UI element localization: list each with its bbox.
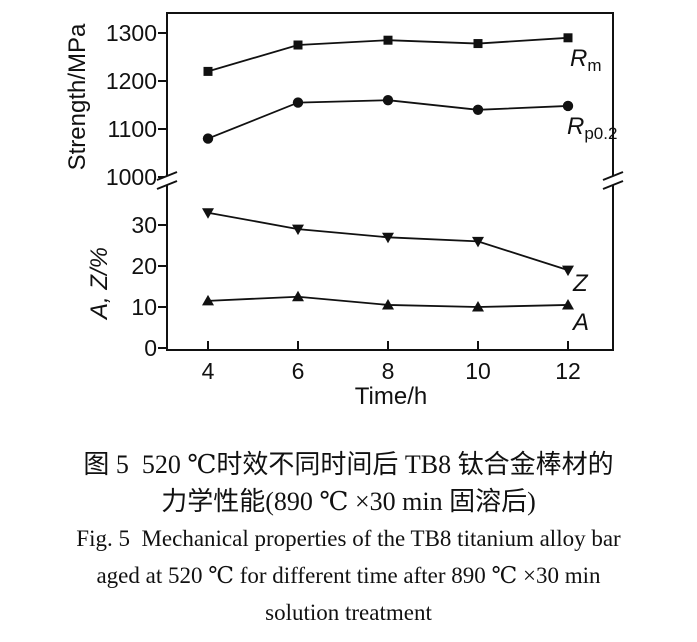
x-tick-label-10: 10 xyxy=(465,358,491,384)
marker-Z-12h xyxy=(562,265,574,277)
marker-Rm-10h xyxy=(473,39,483,49)
figure-caption: 图 5 520 ℃时效不同时间后 TB8 钛合金棒材的 力学性能(890 ℃ ×… xyxy=(0,446,697,631)
marker-Z-6h xyxy=(292,224,304,236)
x-tick-label-4: 4 xyxy=(202,358,215,384)
series-label-A: A xyxy=(571,309,589,336)
marker-Rp0.2-4h xyxy=(202,133,214,144)
series-label-Rp0.2: Rp0.2 xyxy=(567,113,617,143)
marker-A-12h xyxy=(562,298,574,310)
y-axis-label-percent: A, Z/% xyxy=(86,247,113,321)
caption-zh-line1: 图 5 520 ℃时效不同时间后 TB8 钛合金棒材的 xyxy=(83,450,614,479)
series-label-Z: Z xyxy=(572,270,589,297)
series-line-Rp0.2 xyxy=(207,99,569,140)
y-tick-label-percent-10: 10 xyxy=(131,294,157,320)
y-tick-label-strength-1000: 1000 xyxy=(106,164,157,190)
marker-Z-4h xyxy=(202,208,214,219)
marker-Z-10h xyxy=(472,236,484,248)
marker-Rp0.2-8h xyxy=(382,95,394,106)
marker-Rm-8h xyxy=(383,35,393,45)
right-axis-break-icon xyxy=(602,171,624,190)
marker-Rp0.2-12h xyxy=(562,100,574,112)
caption-en-line3: solution treatment xyxy=(265,600,432,625)
marker-Rm-4h xyxy=(203,66,213,76)
marker-A-6h xyxy=(292,290,304,302)
caption-en-line1: Fig. 5 Mechanical properties of the TB8 … xyxy=(76,526,621,551)
y-tick-label-percent-30: 30 xyxy=(131,212,157,238)
y-tick-label-strength-1100: 1100 xyxy=(108,116,157,142)
marker-Z-8h xyxy=(382,232,394,244)
y-axis-label-strength: Strength/MPa xyxy=(64,23,91,170)
y-tick-label-strength-1200: 1200 xyxy=(106,68,157,94)
plot-area: 1000 1100 1200 1300 0 10 20 30 4 6 8 10 12 Rm Rp0.2 ZA xyxy=(106,20,618,384)
series-label-Rm: Rm xyxy=(570,45,602,75)
marker-Rm-6h xyxy=(293,40,303,50)
y-tick-label-percent-20: 20 xyxy=(131,253,157,279)
caption-en-line2: aged at 520 ℃ for different time after 8… xyxy=(96,563,601,588)
marker-A-10h xyxy=(472,301,484,312)
x-tick-label-8: 8 xyxy=(382,358,395,384)
marker-Rm-12h xyxy=(563,33,573,43)
marker-Rp0.2-6h xyxy=(292,97,304,108)
caption-zh-line2: 力学性能(890 ℃ ×30 min 固溶后) xyxy=(161,487,536,516)
left-axis-break-icon xyxy=(156,171,178,190)
x-tick-label-12: 12 xyxy=(555,358,581,384)
y-tick-label-percent-0: 0 xyxy=(144,335,157,361)
marker-A-4h xyxy=(202,294,214,306)
marker-Rp0.2-10h xyxy=(472,104,484,116)
x-axis-label: Time/h xyxy=(355,383,427,410)
marker-A-8h xyxy=(382,298,394,310)
x-tick-label-6: 6 xyxy=(292,358,305,384)
y-tick-label-strength-1300: 1300 xyxy=(106,20,157,46)
